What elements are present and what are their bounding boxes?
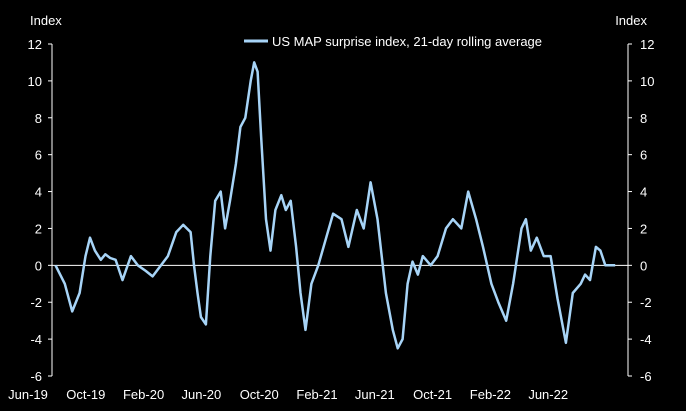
left-tick-label: 0 — [35, 258, 42, 273]
x-tick-label: Jun-21 — [355, 387, 395, 402]
right-axis-unit-label: Index — [615, 13, 647, 28]
right-tick-label: 4 — [640, 185, 647, 200]
right-tick-label: 8 — [640, 111, 647, 126]
right-tick-label: -2 — [640, 295, 652, 310]
right-tick-label: -4 — [640, 332, 652, 347]
x-tick-label: Oct-20 — [240, 387, 279, 402]
right-tick-label: -6 — [640, 369, 652, 384]
x-tick-label: Feb-22 — [470, 387, 511, 402]
left-tick-label: 4 — [35, 185, 42, 200]
x-tick-label: Jun-22 — [528, 387, 568, 402]
right-y-axis-ticks: 12 10 8 6 4 2 0 -2 -4 -6 — [628, 37, 654, 384]
x-tick-label: Feb-21 — [296, 387, 337, 402]
x-tick-label: Feb-20 — [123, 387, 164, 402]
legend-label: US MAP surprise index, 21-day rolling av… — [272, 34, 542, 49]
right-tick-label: 6 — [640, 148, 647, 163]
left-tick-label: 6 — [35, 148, 42, 163]
legend: US MAP surprise index, 21-day rolling av… — [244, 34, 542, 49]
x-tick-label: Jun-20 — [182, 387, 222, 402]
x-tick-label: Oct-21 — [413, 387, 452, 402]
left-tick-label: 10 — [28, 74, 42, 89]
left-tick-label: 2 — [35, 221, 42, 236]
left-tick-label: 12 — [28, 37, 42, 52]
right-tick-label: 2 — [640, 221, 647, 236]
right-tick-label: 12 — [640, 37, 654, 52]
series-line — [54, 61, 616, 350]
x-tick-label: Jun-19 — [8, 387, 48, 402]
left-axis-unit-label: Index — [30, 13, 62, 28]
right-tick-label: 10 — [640, 74, 654, 89]
left-tick-label: -6 — [30, 369, 42, 384]
left-tick-label: -4 — [30, 332, 42, 347]
right-tick-label: 0 — [640, 258, 647, 273]
left-tick-label: -2 — [30, 295, 42, 310]
left-y-axis-ticks: 12 10 8 6 4 2 0 -2 -4 -6 — [28, 37, 52, 384]
x-tick-label: Oct-19 — [66, 387, 105, 402]
left-tick-label: 8 — [35, 111, 42, 126]
x-axis-ticks: Jun-19 Oct-19 Feb-20 Jun-20 Oct-20 Feb-21 Jun-… — [8, 387, 568, 402]
